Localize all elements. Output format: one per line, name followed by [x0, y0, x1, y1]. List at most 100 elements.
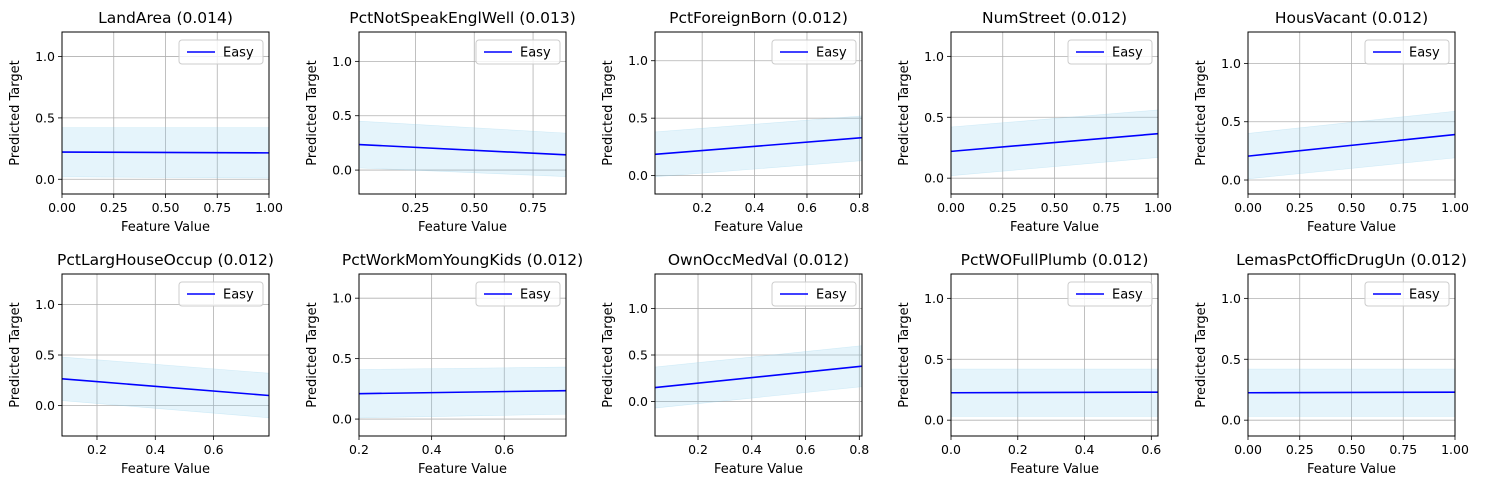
x-axis-label: Feature Value: [1307, 462, 1396, 477]
x-tick-label: 0.50: [460, 200, 488, 215]
x-tick-label: 0.4: [745, 200, 765, 215]
x-tick-label: 0.75: [203, 200, 231, 215]
y-tick-label: 0.0: [628, 394, 648, 409]
y-axis-label: Predicted Target: [601, 60, 616, 165]
panel-title: PctForeignBorn (0.012): [669, 9, 848, 27]
x-axis-label: Feature Value: [714, 220, 803, 235]
series-line-easy: [1248, 391, 1455, 394]
x-tick-label: 0.6: [1141, 442, 1161, 457]
series-line-easy: [951, 391, 1158, 394]
y-tick-label: 1.0: [35, 297, 55, 312]
legend: Easy: [1067, 39, 1153, 65]
y-axis-label: Predicted Target: [1194, 60, 1209, 165]
legend: Easy: [1067, 281, 1153, 307]
panel-8: 0.2 0.4 0.6 0.8 0.0 0.5 1.0 OwnOccMedVal (0.012…: [601, 251, 869, 477]
panel-4: 0.00 0.25 0.50 0.75 1.00 0.0 0.5 1.0 NumStreet (…: [897, 9, 1172, 235]
panel-title: HousVacant (0.012): [1275, 9, 1428, 27]
series-line-easy: [62, 377, 269, 397]
y-axis-label: Predicted Target: [601, 302, 616, 407]
x-tick-label: 0.75: [1092, 200, 1120, 215]
panel-title: PctLargHouseOccup (0.012): [57, 251, 274, 269]
x-tick-label: 0.00: [937, 200, 965, 215]
legend-box: [771, 281, 857, 307]
axes-frame: [950, 273, 1159, 437]
legend-label: Easy: [1112, 288, 1143, 303]
confidence-band: [359, 120, 566, 177]
legend-label: Easy: [520, 46, 551, 61]
x-tick-label: 0.0: [941, 442, 961, 457]
x-tick-label: 0.4: [742, 442, 762, 457]
x-tick-label: 0.6: [204, 442, 224, 457]
y-tick-label: 0.5: [35, 348, 55, 363]
x-tick-label: 0.6: [797, 200, 817, 215]
axes-frame: [654, 31, 863, 195]
x-tick-label: 0.00: [48, 200, 76, 215]
x-tick-label: 1.00: [255, 200, 283, 215]
x-tick-label: 0.50: [1338, 442, 1366, 457]
x-tick-label: 0.25: [100, 200, 128, 215]
y-tick-label: 0.5: [628, 348, 648, 363]
legend-box: [475, 39, 561, 65]
legend-box: [475, 281, 561, 307]
y-axis-label: Predicted Target: [897, 302, 912, 407]
legend: Easy: [475, 39, 561, 65]
panel-title: OwnOccMedVal (0.012): [668, 251, 849, 269]
legend: Easy: [178, 281, 264, 307]
x-tick-label: 0.4: [1075, 442, 1095, 457]
y-tick-label: 0.0: [628, 168, 648, 183]
axes-frame: [358, 273, 567, 437]
x-tick-label: 0.2: [349, 442, 369, 457]
axes-frame: [358, 31, 567, 195]
x-axis-label: Feature Value: [418, 462, 507, 477]
x-tick-label: 1.00: [1441, 442, 1469, 457]
x-axis-label: Feature Value: [1307, 220, 1396, 235]
y-axis-label: Predicted Target: [8, 302, 23, 407]
x-tick-label: 0.2: [688, 442, 708, 457]
y-tick-label: 1.0: [924, 291, 944, 306]
x-tick-label: 0.25: [402, 200, 430, 215]
y-tick-label: 1.0: [924, 49, 944, 64]
legend-box: [1364, 39, 1450, 65]
y-tick-label: 0.0: [35, 172, 55, 187]
legend-box: [1364, 281, 1450, 307]
y-tick-label: 0.5: [35, 110, 55, 125]
x-tick-label: 1.00: [1144, 200, 1172, 215]
legend-label: Easy: [1409, 288, 1440, 303]
panel-3: 0.2 0.4 0.6 0.8 0.0 0.5 1.0 PctForeignBorn (0.0…: [601, 9, 869, 235]
x-tick-label: 0.75: [1389, 442, 1417, 457]
y-axis-label: Predicted Target: [1194, 302, 1209, 407]
legend-label: Easy: [816, 288, 847, 303]
panel-6: 0.2 0.4 0.6 0.0 0.5 1.0 PctLargHouseOccup (0.0…: [8, 251, 274, 477]
x-tick-label: 0.8: [849, 200, 869, 215]
legend-box: [1067, 281, 1153, 307]
y-tick-label: 0.5: [332, 351, 352, 366]
y-axis-label: Predicted Target: [8, 60, 23, 165]
legend-label: Easy: [816, 46, 847, 61]
y-tick-label: 0.0: [924, 413, 944, 428]
y-tick-label: 1.0: [1221, 291, 1241, 306]
x-tick-label: 0.50: [152, 200, 180, 215]
x-axis-label: Feature Value: [714, 462, 803, 477]
y-axis-label: Predicted Target: [897, 60, 912, 165]
x-tick-label: 0.00: [1234, 200, 1262, 215]
panel-title: LemasPctOfficDrugUn (0.012): [1236, 251, 1467, 269]
x-tick-label: 0.50: [1041, 200, 1069, 215]
panel-7: 0.2 0.4 0.6 0.0 0.5 1.0 PctWorkMomYoungKids (0…: [305, 251, 583, 477]
series-line-easy: [359, 143, 566, 156]
x-tick-label: 0.75: [519, 200, 547, 215]
panel-9: 0.0 0.2 0.4 0.6 0.0 0.5 1.0 PctWOFullPlumb (0.0…: [897, 251, 1161, 477]
y-tick-label: 0.0: [332, 412, 352, 427]
legend: Easy: [475, 281, 561, 307]
y-tick-label: 0.5: [628, 111, 648, 126]
series-line-easy: [951, 132, 1158, 153]
y-tick-label: 0.0: [1221, 173, 1241, 188]
series-line-easy: [359, 389, 566, 395]
panel-title: PctWOFullPlumb (0.012): [961, 251, 1149, 269]
y-axis-label: Predicted Target: [305, 302, 320, 407]
x-tick-label: 0.50: [1338, 200, 1366, 215]
legend-box: [178, 39, 264, 65]
x-tick-label: 0.25: [1286, 442, 1314, 457]
legend: Easy: [1364, 281, 1450, 307]
x-tick-label: 0.75: [1389, 200, 1417, 215]
